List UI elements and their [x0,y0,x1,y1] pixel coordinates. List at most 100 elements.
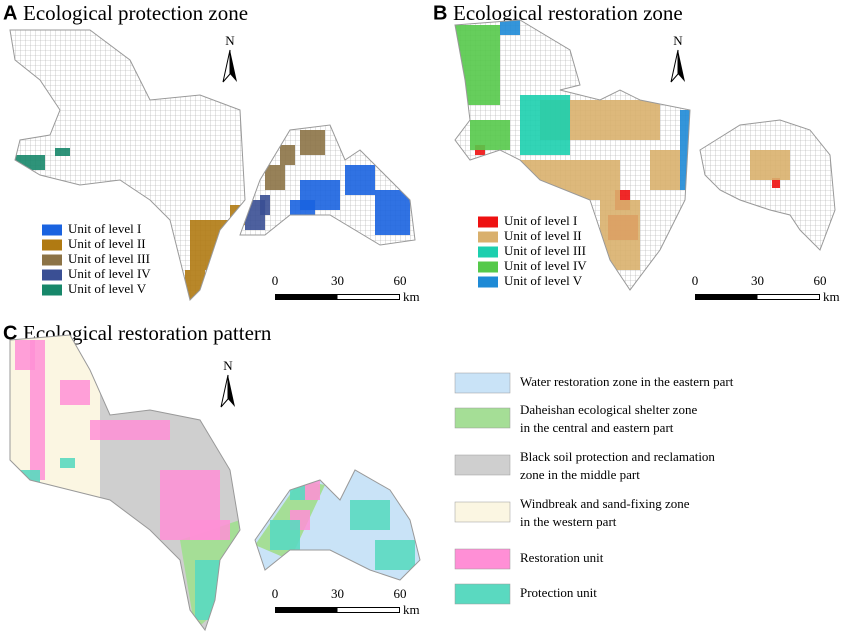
legend-swatch [454,372,511,394]
panel-label: C [3,322,17,344]
scale-tick-label: 60 [394,586,407,601]
panel-title: Ecological protection zone [23,1,248,25]
legend-label: zone in the middle part [520,467,640,482]
map-outline [454,19,836,291]
scale-bar-seg [757,295,819,299]
unit-patch [680,110,690,190]
north-arrow [222,49,231,83]
scale-tick-label: 30 [331,273,344,288]
north-label: N [673,33,683,48]
unit-patch [520,160,620,200]
scale-unit: km [823,289,840,304]
protection-patch [270,520,300,550]
unit-patch [520,95,570,155]
unit-patch [375,190,410,235]
legend-swatch [454,454,511,476]
unit-patch [300,130,325,155]
legend-swatch [454,548,511,570]
scale-tick-label: 0 [692,273,699,288]
map-outline [9,334,421,632]
map-grid [455,20,835,290]
north-label: N [223,358,233,373]
north-label: N [225,33,235,48]
legend-label: in the western part [520,514,617,529]
unit-patch [470,120,510,150]
legend-label: in the central and eastern part [520,420,674,435]
scale-tick-label: 60 [394,273,407,288]
protection-patch [20,470,40,485]
scale-tick-label: 0 [272,586,279,601]
legend-swatch [478,246,498,258]
north-arrow [230,50,237,82]
unit-patch [750,150,790,180]
restoration-patch [90,420,170,440]
legend-swatch [42,224,62,236]
legend-label: Unit of level II [504,228,582,243]
legend-label: Water restoration zone in the eastern pa… [520,374,734,389]
scale-bar-seg [337,295,399,299]
legend-swatch [478,216,498,228]
panel: B Ecological restoration zone N Unit of lev… [433,1,840,304]
protection-patch [375,540,415,570]
panel: A Ecological protection zone N Unit of leve… [3,1,420,304]
unit-patch [290,200,315,215]
restoration-patch [190,520,230,540]
unit-patch [455,25,500,105]
scale-bar-seg [337,608,399,612]
legend-swatch [478,231,498,243]
map-outline [9,29,416,301]
unit-patch [500,20,520,35]
unit-patch [55,148,70,156]
panel-label: B [433,2,447,24]
legend-label: Unit of level V [68,281,147,296]
unit-patch [190,220,230,270]
legend-swatch [454,501,511,523]
legend-label: Daheishan ecological shelter zone [520,402,697,417]
north-arrow [678,50,685,82]
scale-unit: km [403,602,420,617]
legend-swatch [42,254,62,266]
unit-patch [600,200,640,270]
legend-label: Protection unit [520,585,597,600]
scale-tick-label: 0 [272,273,279,288]
unit-patch [650,150,680,190]
legend-swatch [478,276,498,288]
protection-patch [290,480,305,500]
legend-label: Windbreak and sand-fixing zone [520,496,690,511]
north-arrow [670,49,679,83]
legend-label: Unit of level V [504,273,583,288]
unit-patch [265,165,285,190]
panel-label: A [3,2,17,24]
zone-east [250,335,420,630]
legend-label: Black soil protection and reclamation [520,449,715,464]
legend-label: Unit of level IV [68,266,151,281]
unit-patch [345,165,375,195]
legend-swatch [454,407,511,429]
scale-tick-label: 30 [331,586,344,601]
panel-title: Ecological restoration zone [453,1,683,25]
unit-patch [772,178,780,188]
north-arrow [220,374,229,408]
protection-patch [60,458,75,468]
restoration-patch [30,340,45,480]
legend-swatch [478,261,498,273]
map [455,20,835,290]
legend-label: Unit of level I [504,213,577,228]
legend-label: Unit of level II [68,236,146,251]
restoration-patch [60,380,90,405]
legend-swatch [42,269,62,281]
unit-patch [280,145,295,165]
protection-patch [350,500,390,530]
scale-unit: km [403,289,420,304]
legend-label: Unit of level III [504,243,586,258]
unit-patch [260,195,270,215]
legend-swatch [42,239,62,251]
scale-tick-label: 60 [814,273,827,288]
legend-label: Unit of level III [68,251,150,266]
legend-swatch [42,284,62,296]
scale-tick-label: 30 [751,273,764,288]
legend-label: Unit of level I [68,221,141,236]
legend-label: Unit of level IV [504,258,587,273]
